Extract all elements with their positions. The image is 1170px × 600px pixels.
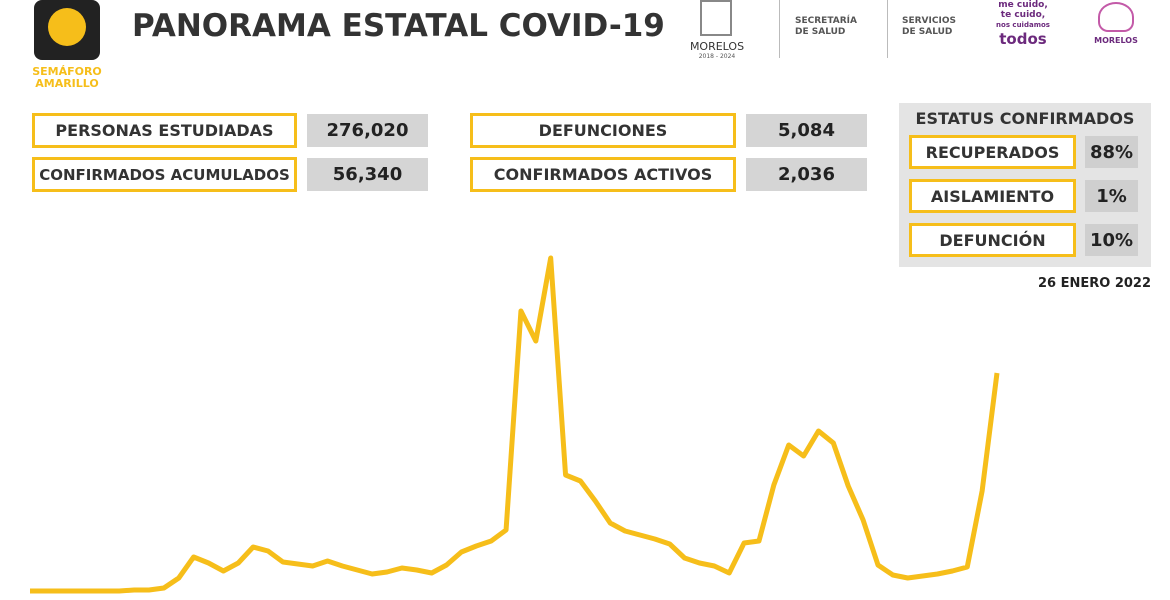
line	[30, 255, 1000, 594]
stat-label: CONFIRMADOS ACUMULADOS	[32, 157, 297, 192]
semaforo-line: AMARILLO	[35, 77, 99, 90]
stat-value: 2,036	[746, 158, 867, 191]
state-years: 2018 - 2024	[698, 53, 736, 60]
state-name: MORELOS	[689, 40, 745, 53]
slogan: me cuido, te cuido, nos cuidamos todos	[990, 0, 1056, 48]
status-label: DEFUNCIÓN	[909, 223, 1076, 257]
status-title: ESTATUS CONFIRMADOS	[915, 109, 1135, 128]
brand-name: MORELOS	[1094, 36, 1138, 45]
secretaria: SECRETARÍA DE SALUD	[795, 16, 857, 38]
status-value: 1%	[1085, 180, 1138, 212]
date: 26 ENERO 2022	[1037, 276, 1151, 291]
logo-text: SERVICIOS	[902, 16, 956, 26]
stat-label: CONFIRMADOS ACTIVOS	[470, 157, 736, 192]
servicios: SERVICIOS DE SALUD	[902, 16, 956, 38]
status-value: 10%	[1085, 224, 1138, 256]
status-label: AISLAMIENTO	[909, 179, 1076, 213]
divider	[887, 0, 888, 58]
logo-text: DE SALUD	[795, 27, 846, 37]
slogan-line: nos cuidamos	[996, 21, 1050, 29]
semaforo-icon	[34, 0, 100, 60]
logo-text: DE SALUD	[902, 27, 953, 37]
semaforo-label: SEMÁFORO AMARILLO	[26, 66, 108, 90]
brand-flower	[1098, 2, 1134, 32]
divider	[779, 0, 780, 58]
stat-label: PERSONAS ESTUDIADAS	[32, 113, 297, 148]
slogan-line: te cuido,	[1000, 10, 1046, 20]
slogan-line: me cuido,	[998, 0, 1048, 10]
status-value: 88%	[1085, 136, 1138, 168]
slogan-line: todos	[999, 30, 1047, 48]
semaforo-line: SEMÁFORO	[32, 65, 102, 78]
status-panel: ESTATUS CONFIRMADOS RECUPERADOS 88% AISL…	[899, 103, 1151, 267]
stat-value: 276,020	[307, 114, 428, 147]
status-label: RECUPERADOS	[909, 135, 1076, 169]
logo-text: SECRETARÍA	[795, 16, 857, 26]
state-crest	[700, 0, 732, 36]
title: PANORAMA ESTATAL COVID-19	[132, 8, 665, 44]
stat-label: DEFUNCIONES	[470, 113, 736, 148]
stat-value: 5,084	[746, 114, 867, 147]
stat-value: 56,340	[307, 158, 428, 191]
light	[48, 8, 86, 46]
